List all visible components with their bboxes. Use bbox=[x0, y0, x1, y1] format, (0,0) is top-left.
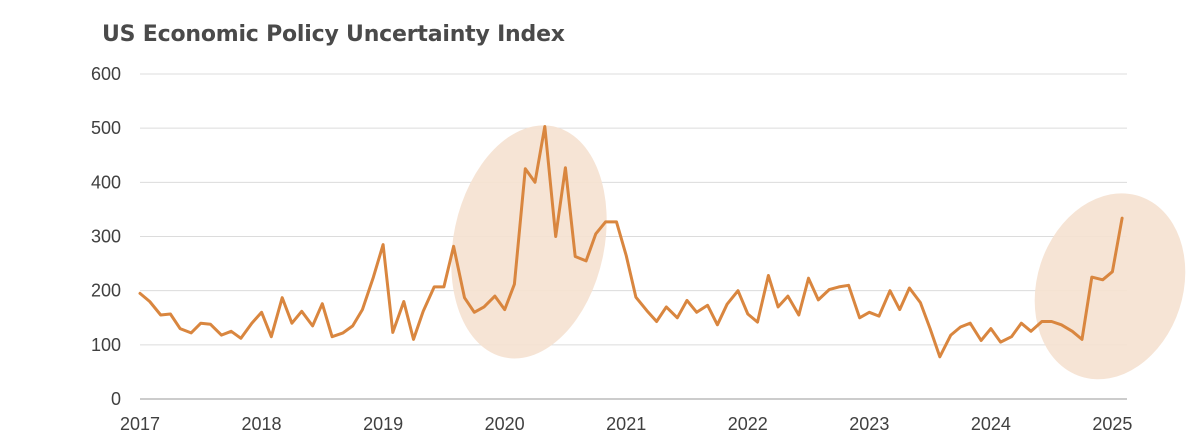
chart-title: US Economic Policy Uncertainty Index bbox=[102, 22, 565, 47]
x-tick-label: 2024 bbox=[971, 414, 1011, 434]
x-tick-label: 2018 bbox=[242, 414, 282, 434]
highlight-ellipse bbox=[1034, 193, 1186, 380]
x-tick-label: 2025 bbox=[1092, 414, 1132, 434]
highlight-ellipse bbox=[451, 125, 607, 359]
x-tick-label: 2020 bbox=[485, 414, 525, 434]
x-tick-label: 2017 bbox=[120, 414, 160, 434]
series-line bbox=[138, 125, 1124, 359]
y-tick-label: 300 bbox=[91, 227, 121, 247]
x-tick-label: 2019 bbox=[363, 414, 403, 434]
x-tick-label: 2022 bbox=[728, 414, 768, 434]
y-tick-label: 400 bbox=[91, 172, 121, 192]
x-tick-label: 2021 bbox=[606, 414, 646, 434]
y-tick-label: 500 bbox=[91, 118, 121, 138]
y-tick-label: 100 bbox=[91, 335, 121, 355]
x-tick-label: 2023 bbox=[849, 414, 889, 434]
y-tick-label: 600 bbox=[91, 64, 121, 84]
y-tick-label: 200 bbox=[91, 281, 121, 301]
y-tick-label: 0 bbox=[111, 389, 121, 409]
